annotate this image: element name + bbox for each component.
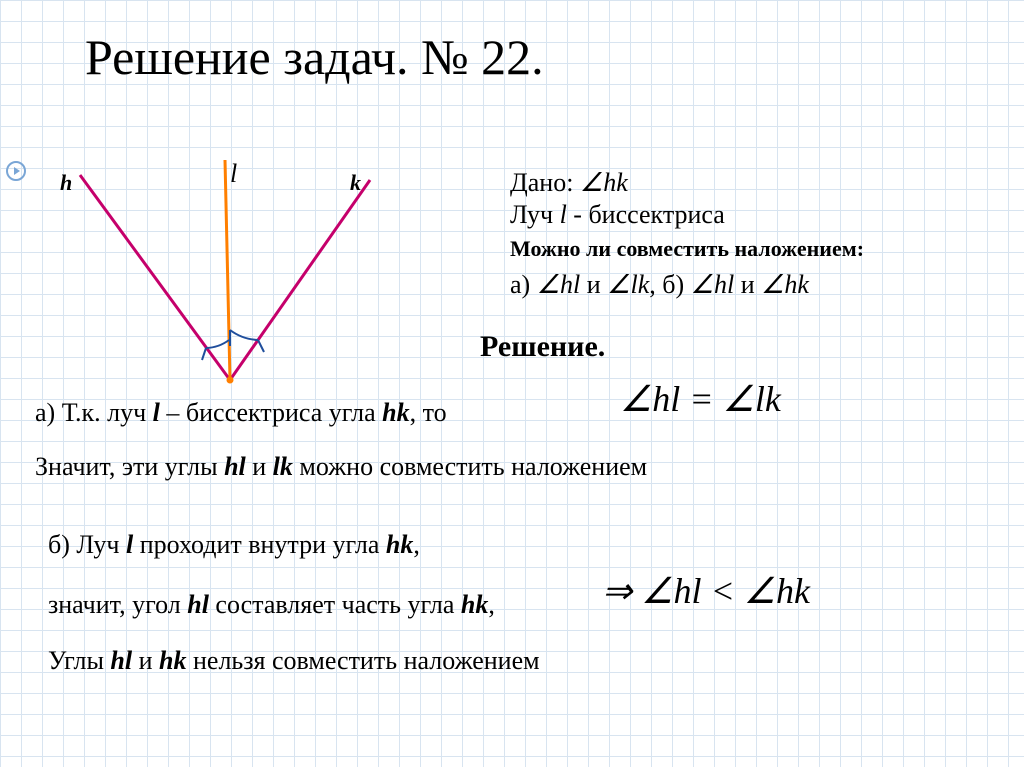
ray-l	[225, 160, 230, 380]
part-a-line-2: Значит, эти углы hl и lk можно совместит…	[35, 452, 647, 482]
label-l: l	[230, 159, 237, 188]
part-b-line-1: б) Луч l проходит внутри угла hk,	[48, 530, 420, 560]
text-hl: hl	[110, 646, 132, 675]
given-line-2: Луч l - биссектриса	[510, 200, 864, 230]
text: , то	[410, 398, 447, 427]
text-hl: hl	[187, 590, 209, 619]
text: составляет часть угла	[209, 590, 461, 619]
given-line-4: а) ∠hl и ∠lk, б) ∠hl и ∠hk	[510, 270, 864, 300]
text: нельзя совместить наложением	[187, 646, 540, 675]
text: и	[132, 646, 159, 675]
ray-k	[230, 180, 370, 380]
page-title: Решение задач. № 22.	[85, 28, 544, 86]
slide-marker-icon	[5, 160, 27, 182]
angle-diagram: h l k	[30, 150, 390, 400]
text: можно совместить наложением	[293, 452, 647, 481]
text: ,	[413, 530, 420, 559]
text-hk: hk	[386, 530, 413, 559]
part-b-line-2: значит, угол hl составляет часть угла hk…	[48, 590, 495, 620]
arc-tick	[202, 348, 206, 360]
text-hk: hk	[461, 590, 488, 619]
part-b-line-3: Углы hl и hk нельзя совместить наложение…	[48, 646, 540, 676]
given-line-3: Можно ли совместить наложением:	[510, 236, 864, 262]
text: – биссектриса угла	[160, 398, 382, 427]
given-question: а) ∠hl и ∠lk, б) ∠hl и ∠hk	[510, 270, 809, 299]
part-a-line-1: а) Т.к. луч l – биссектриса угла hk, то	[35, 398, 447, 428]
formula-a: ∠hl = ∠lk	[620, 378, 781, 420]
arc-tick	[258, 340, 264, 352]
label-k: k	[350, 170, 361, 195]
text: значит, угол	[48, 590, 187, 619]
arc-lk	[230, 330, 258, 340]
ray-h	[80, 175, 230, 380]
text-hk: hk	[159, 646, 186, 675]
text: б) Луч	[48, 530, 126, 559]
solution-heading: Решение.	[480, 330, 605, 364]
text-lk: lk	[273, 452, 293, 481]
text: Углы	[48, 646, 110, 675]
formula-b: ⇒ ∠hl < ∠hk	[602, 570, 810, 612]
given-ray-text: Луч l - биссектриса	[510, 200, 725, 229]
arc-hl	[206, 340, 229, 348]
text-hk: hk	[382, 398, 409, 427]
given-angle-hk: ∠hk	[580, 168, 628, 197]
text-hl: hl	[224, 452, 246, 481]
text: а) Т.к. луч	[35, 398, 153, 427]
given-prefix: Дано:	[510, 168, 580, 197]
text-l: l	[153, 398, 160, 427]
vertex-point	[227, 377, 234, 384]
text: и	[246, 452, 273, 481]
given-line-1: Дано: ∠hk	[510, 168, 864, 198]
text: проходит внутри угла	[133, 530, 386, 559]
text: Значит, эти углы	[35, 452, 224, 481]
label-h: h	[60, 170, 72, 195]
text: ,	[488, 590, 495, 619]
given-block: Дано: ∠hk Луч l - биссектриса Можно ли с…	[510, 168, 864, 300]
